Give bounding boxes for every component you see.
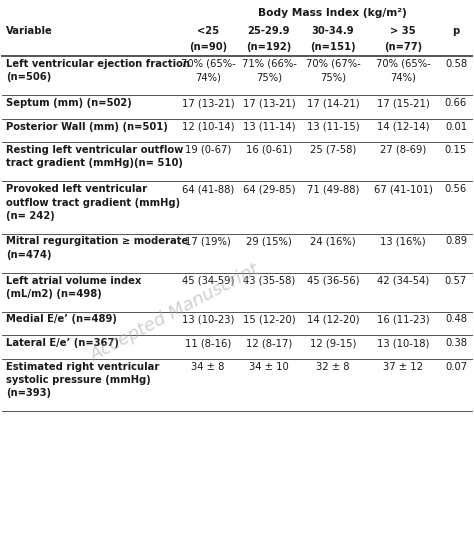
Text: 15 (12-20): 15 (12-20) xyxy=(243,315,295,324)
Text: 13 (11-15): 13 (11-15) xyxy=(307,122,359,132)
Text: p: p xyxy=(452,26,460,36)
Text: Medial E/e’ (n=489): Medial E/e’ (n=489) xyxy=(6,315,117,324)
Text: (n=77): (n=77) xyxy=(384,42,422,52)
Text: 0.66: 0.66 xyxy=(445,98,467,108)
Text: systolic pressure (mmHg): systolic pressure (mmHg) xyxy=(6,375,151,385)
Text: Posterior Wall (mm) (n=501): Posterior Wall (mm) (n=501) xyxy=(6,122,168,132)
Text: Body Mass Index (kg/m²): Body Mass Index (kg/m²) xyxy=(258,8,406,18)
Text: 12 (8-17): 12 (8-17) xyxy=(246,338,292,348)
Text: 19 (0-67): 19 (0-67) xyxy=(185,145,231,155)
Text: (n=506): (n=506) xyxy=(6,72,51,83)
Text: Lateral E/e’ (n=367): Lateral E/e’ (n=367) xyxy=(6,338,119,348)
Text: 24 (16%): 24 (16%) xyxy=(310,237,356,247)
Text: (n=393): (n=393) xyxy=(6,389,51,398)
Text: Septum (mm) (n=502): Septum (mm) (n=502) xyxy=(6,98,132,108)
Text: 74%): 74%) xyxy=(390,72,416,83)
Text: 16 (11-23): 16 (11-23) xyxy=(377,315,429,324)
Text: Left ventricular ejection fraction: Left ventricular ejection fraction xyxy=(6,59,190,69)
Text: 32 ± 8: 32 ± 8 xyxy=(316,362,350,372)
Text: 43 (35-58): 43 (35-58) xyxy=(243,276,295,286)
Text: 75%): 75%) xyxy=(256,72,282,83)
Text: (n=474): (n=474) xyxy=(6,250,52,260)
Text: (n=192): (n=192) xyxy=(246,42,292,52)
Text: 11 (8-16): 11 (8-16) xyxy=(185,338,231,348)
Text: 17 (14-21): 17 (14-21) xyxy=(307,98,359,108)
Text: tract gradient (mmHg)(n= 510): tract gradient (mmHg)(n= 510) xyxy=(6,158,183,168)
Text: 0.01: 0.01 xyxy=(445,122,467,132)
Text: Estimated right ventricular: Estimated right ventricular xyxy=(6,362,159,372)
Text: Left atrial volume index: Left atrial volume index xyxy=(6,276,141,286)
Text: 74%): 74%) xyxy=(195,72,221,83)
Text: 71% (66%-: 71% (66%- xyxy=(242,59,296,69)
Text: 0.38: 0.38 xyxy=(445,338,467,348)
Text: 64 (29-85): 64 (29-85) xyxy=(243,184,295,194)
Text: 13 (10-23): 13 (10-23) xyxy=(182,315,234,324)
Text: 71 (49-88): 71 (49-88) xyxy=(307,184,359,194)
Text: 13 (10-18): 13 (10-18) xyxy=(377,338,429,348)
Text: 34 ± 8: 34 ± 8 xyxy=(191,362,225,372)
Text: 70% (65%-: 70% (65%- xyxy=(375,59,430,69)
Text: 37 ± 12: 37 ± 12 xyxy=(383,362,423,372)
Text: 17 (13-21): 17 (13-21) xyxy=(243,98,295,108)
Text: (n=90): (n=90) xyxy=(189,42,227,52)
Text: (mL/m2) (n=498): (mL/m2) (n=498) xyxy=(6,289,102,299)
Text: 42 (34-54): 42 (34-54) xyxy=(377,276,429,286)
Text: outflow tract gradient (mmHg): outflow tract gradient (mmHg) xyxy=(6,197,180,208)
Text: 70% (67%-: 70% (67%- xyxy=(306,59,360,69)
Text: 17 (13-21): 17 (13-21) xyxy=(182,98,234,108)
Text: (n= 242): (n= 242) xyxy=(6,211,55,221)
Text: Provoked left ventricular: Provoked left ventricular xyxy=(6,184,147,194)
Text: 14 (12-20): 14 (12-20) xyxy=(307,315,359,324)
Text: <25: <25 xyxy=(197,26,219,36)
Text: 0.58: 0.58 xyxy=(445,59,467,69)
Text: Accepted Manuscript: Accepted Manuscript xyxy=(87,261,263,366)
Text: 13 (16%): 13 (16%) xyxy=(380,237,426,247)
Text: 30-34.9: 30-34.9 xyxy=(312,26,354,36)
Text: 0.48: 0.48 xyxy=(445,315,467,324)
Text: 17 (19%): 17 (19%) xyxy=(185,237,231,247)
Text: 27 (8-69): 27 (8-69) xyxy=(380,145,426,155)
Text: Resting left ventricular outflow: Resting left ventricular outflow xyxy=(6,145,183,155)
Text: 0.57: 0.57 xyxy=(445,276,467,286)
Text: 34 ± 10: 34 ± 10 xyxy=(249,362,289,372)
Text: 0.15: 0.15 xyxy=(445,145,467,155)
Text: > 35: > 35 xyxy=(390,26,416,36)
Text: 12 (9-15): 12 (9-15) xyxy=(310,338,356,348)
Text: 25 (7-58): 25 (7-58) xyxy=(310,145,356,155)
Text: 0.07: 0.07 xyxy=(445,362,467,372)
Text: 0.56: 0.56 xyxy=(445,184,467,194)
Text: Variable: Variable xyxy=(6,26,53,36)
Text: 13 (11-14): 13 (11-14) xyxy=(243,122,295,132)
Text: 75%): 75%) xyxy=(320,72,346,83)
Text: 0.89: 0.89 xyxy=(445,237,467,247)
Text: Mitral regurgitation ≥ moderate: Mitral regurgitation ≥ moderate xyxy=(6,237,188,247)
Text: (n=151): (n=151) xyxy=(310,42,356,52)
Text: 16 (0-61): 16 (0-61) xyxy=(246,145,292,155)
Text: 17 (15-21): 17 (15-21) xyxy=(377,98,429,108)
Text: 70% (65%-: 70% (65%- xyxy=(181,59,236,69)
Text: 45 (34-59): 45 (34-59) xyxy=(182,276,234,286)
Text: 25-29.9: 25-29.9 xyxy=(248,26,290,36)
Text: 12 (10-14): 12 (10-14) xyxy=(182,122,234,132)
Text: 45 (36-56): 45 (36-56) xyxy=(307,276,359,286)
Text: 29 (15%): 29 (15%) xyxy=(246,237,292,247)
Text: 67 (41-101): 67 (41-101) xyxy=(374,184,432,194)
Text: 64 (41-88): 64 (41-88) xyxy=(182,184,234,194)
Text: 14 (12-14): 14 (12-14) xyxy=(377,122,429,132)
